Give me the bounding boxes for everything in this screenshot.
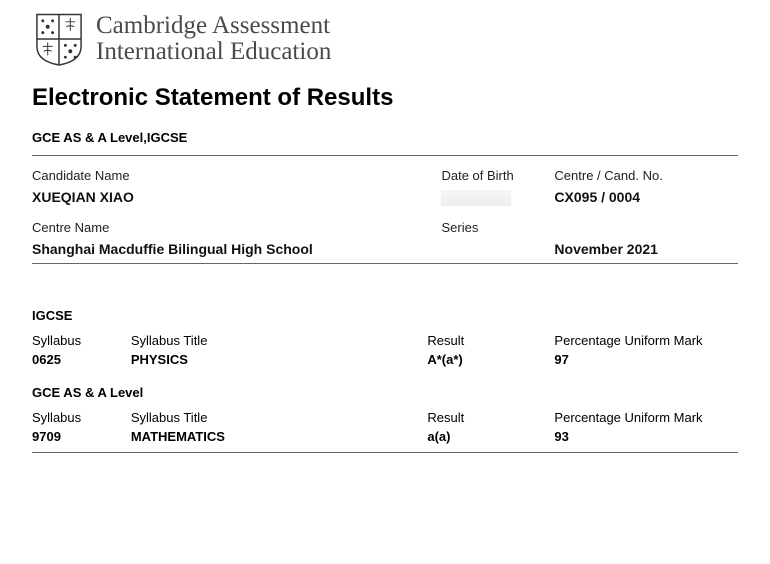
col-syllabus-title: Syllabus Title (131, 408, 428, 427)
divider (32, 452, 738, 453)
results-table-alevel: Syllabus Syllabus Title Result Percentag… (32, 408, 738, 446)
cell-pum: 93 (554, 427, 738, 446)
col-syllabus: Syllabus (32, 408, 131, 427)
cell-syllabus: 9709 (32, 427, 131, 446)
dob-value (441, 189, 554, 206)
brand-line1: Cambridge Assessment (96, 13, 331, 39)
col-pum: Percentage Uniform Mark (554, 331, 738, 350)
brand-text: Cambridge Assessment International Educa… (96, 13, 331, 66)
table-header-row: Syllabus Syllabus Title Result Percentag… (32, 331, 738, 350)
cell-pum: 97 (554, 350, 738, 369)
section-title-alevel: GCE AS & A Level (32, 385, 738, 400)
table-header-row: Syllabus Syllabus Title Result Percentag… (32, 408, 738, 427)
divider (32, 263, 738, 264)
table-row: 0625 PHYSICS A*(a*) 97 (32, 350, 738, 369)
results-section-igcse: IGCSE Syllabus Syllabus Title Result Per… (32, 308, 738, 369)
col-result: Result (427, 331, 554, 350)
centre-name-label: Centre Name (32, 220, 441, 235)
centre-name: Shanghai Macduffie Bilingual High School (32, 241, 441, 257)
cell-result: a(a) (427, 427, 554, 446)
brand-line2: International Education (96, 39, 331, 65)
candidate-name-label: Candidate Name (32, 168, 441, 183)
results-section-alevel: GCE AS & A Level Syllabus Syllabus Title… (32, 385, 738, 453)
table-row: 9709 MATHEMATICS a(a) 93 (32, 427, 738, 446)
document-page: Cambridge Assessment International Educa… (0, 0, 770, 453)
series-label: Series (441, 220, 554, 235)
cell-syllabus-title: PHYSICS (131, 350, 428, 369)
candidate-info: Candidate Name Date of Birth Centre / Ca… (32, 168, 738, 257)
results-table-igcse: Syllabus Syllabus Title Result Percentag… (32, 331, 738, 369)
series-value: November 2021 (554, 241, 738, 257)
col-syllabus: Syllabus (32, 331, 131, 350)
cell-syllabus: 0625 (32, 350, 131, 369)
cell-syllabus-title: MATHEMATICS (131, 427, 428, 446)
section-title-igcse: IGCSE (32, 308, 738, 323)
redacted-dob (441, 190, 511, 206)
col-result: Result (427, 408, 554, 427)
col-pum: Percentage Uniform Mark (554, 408, 738, 427)
page-title: Electronic Statement of Results (32, 84, 738, 112)
centre-cand-value: CX095 / 0004 (554, 189, 738, 205)
cell-result: A*(a*) (427, 350, 554, 369)
centre-cand-label: Centre / Cand. No. (554, 168, 738, 183)
dob-label: Date of Birth (441, 168, 554, 183)
cambridge-shield-icon (32, 12, 86, 66)
qualifications-line: GCE AS & A Level,IGCSE (32, 130, 738, 145)
divider (32, 155, 738, 156)
brand-header: Cambridge Assessment International Educa… (32, 12, 738, 66)
col-syllabus-title: Syllabus Title (131, 331, 428, 350)
candidate-name: XUEQIAN XIAO (32, 189, 441, 205)
